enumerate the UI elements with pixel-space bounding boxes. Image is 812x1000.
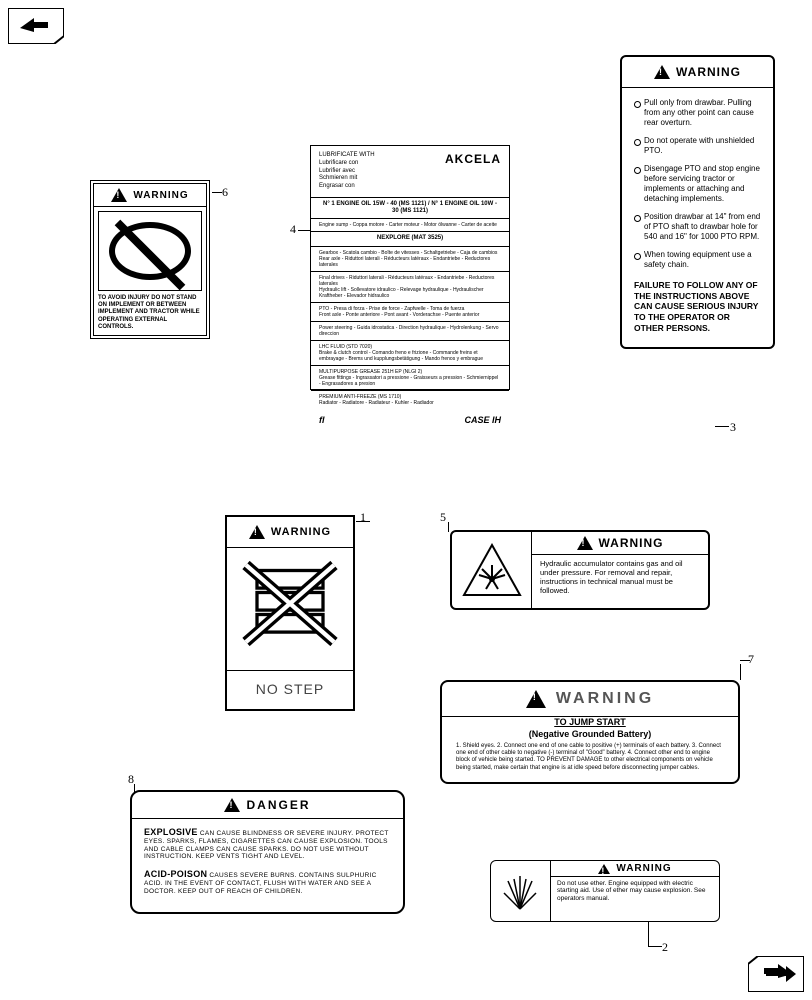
label1-footer: NO STEP	[227, 671, 353, 709]
forward-icon	[748, 956, 804, 992]
warning-triangle-icon	[111, 188, 127, 202]
label4-lubricate: LUBRIFICATE WITH Lubrificare con Lubrifi…	[319, 152, 375, 191]
diagram-page: WARNING TO AVOID INJURY DO NOT STAND ON …	[0, 0, 812, 1000]
label8-p1: EXPLOSIVE CAN CAUSE BLINDNESS OR SEVERE …	[144, 827, 391, 861]
label6-text: TO AVOID INJURY DO NOT STAND ON IMPLEMEN…	[98, 295, 202, 331]
label5-header-text: WARNING	[599, 536, 664, 550]
label4-sect-2: Gearbox - Scatola cambio - Boîte de vite…	[311, 247, 509, 272]
label8-p2-lead: ACID-POISON	[144, 869, 207, 879]
label4-brand: AKCELA	[445, 152, 501, 168]
warning-label-6: WARNING TO AVOID INJURY DO NOT STAND ON …	[90, 180, 210, 339]
warning-triangle-icon	[249, 525, 265, 539]
warning-triangle-icon	[224, 798, 240, 812]
label8-p2: ACID-POISON CAUSES SEVERE BURNS. CONTAIN…	[144, 869, 391, 895]
label8-header: DANGER	[132, 792, 403, 819]
callout-6: 6	[222, 185, 228, 200]
label3-header: WARNING	[622, 57, 773, 88]
label4-sect-3: Final drives - Riduttori laterali - Rédu…	[311, 272, 509, 303]
callout-5: 5	[440, 510, 446, 525]
warning-label-3: WARNING Pull only from drawbar. Pulling …	[620, 55, 775, 349]
label7-header: WARNING	[442, 682, 738, 717]
label7-subtitle2: (Negative Grounded Battery)	[442, 729, 738, 743]
label1-header: WARNING	[227, 517, 353, 548]
label1-pictogram	[233, 554, 347, 664]
label4-footer-right: CASE IH	[464, 415, 501, 425]
label2-text: Do not use ether. Engine equipped with e…	[551, 877, 719, 905]
callout-4: 4	[290, 222, 296, 237]
label4-sect-7: MULTIPURPOSE GREASE 251H EP (NLGI 2) Gre…	[311, 366, 509, 391]
label3-item-4: When towing equipment use a safety chain…	[634, 250, 761, 270]
callout-1: 1	[360, 510, 366, 525]
label2-header: WARNING	[551, 861, 719, 877]
warning-label-1: WARNING NO STEP	[225, 515, 355, 711]
label3-header-text: WARNING	[676, 65, 741, 79]
lubricant-label-4: LUBRIFICATE WITH Lubrificare con Lubrifi…	[310, 145, 510, 390]
warning-label-5: WARNING Hydraulic accumulator contains g…	[450, 530, 710, 610]
return-icon	[8, 8, 64, 44]
warning-triangle-icon	[598, 864, 610, 874]
label4-spec-heading: N° 1 ENGINE OIL 15W - 40 (MS 1121) / N° …	[311, 198, 509, 219]
label1-header-text: WARNING	[271, 526, 331, 538]
label8-p1-lead: EXPLOSIVE	[144, 827, 198, 837]
label4-sect-1: NEXPLORE (MAT 3525)	[311, 232, 509, 246]
label4-sect-6: LHC FLUID (STD 7020) Brake & clutch cont…	[311, 341, 509, 366]
label2-header-text: WARNING	[616, 863, 671, 874]
warning-triangle-icon	[526, 690, 546, 708]
label5-text: Hydraulic accumulator contains gas and o…	[532, 555, 708, 599]
danger-label-8: DANGER EXPLOSIVE CAN CAUSE BLINDNESS OR …	[130, 790, 405, 914]
warning-label-2: WARNING Do not use ether. Engine equippe…	[490, 860, 720, 922]
label4-sect-0: Engine sump - Coppa motore - Carter mote…	[311, 219, 509, 232]
label3-item-0: Pull only from drawbar. Pulling from any…	[634, 98, 761, 128]
label6-pictogram	[98, 211, 202, 291]
label5-header: WARNING	[532, 532, 708, 555]
warning-triangle-icon	[654, 65, 670, 79]
label3-footer: FAILURE TO FOLLOW ANY OF THE INSTRUCTION…	[634, 280, 761, 333]
label3-item-3: Position drawbar at 14" from end of PTO …	[634, 212, 761, 242]
label3-item-1: Do not operate with unshielded PTO.	[634, 136, 761, 156]
label6-header: WARNING	[94, 184, 206, 207]
warning-label-7: WARNING TO JUMP START (Negative Grounded…	[440, 680, 740, 784]
label3-list: Pull only from drawbar. Pulling from any…	[634, 98, 761, 270]
label2-icon	[491, 861, 551, 921]
label4-sect-5: Power steering - Guida idrostatica - Dir…	[311, 322, 509, 341]
label8-header-text: DANGER	[246, 798, 310, 812]
label7-steps: 1. Shield eyes. 2. Connect one end of on…	[442, 743, 738, 782]
label3-item-2: Disengage PTO and stop engine before ser…	[634, 164, 761, 204]
warning-triangle-icon	[577, 536, 593, 550]
label6-header-text: WARNING	[133, 190, 188, 201]
label4-sect-8: PREMIUM ANTI-FREEZE (MS 1710) Radiator -…	[311, 391, 509, 409]
label7-subtitle: TO JUMP START	[442, 717, 738, 729]
callout-2: 2	[662, 940, 668, 955]
label4-sect-4: PTO - Presa di forza - Prise de force - …	[311, 303, 509, 322]
label4-footer-left: fl	[319, 415, 325, 425]
label7-header-text: WARNING	[556, 690, 654, 708]
label5-icon	[452, 532, 532, 608]
callout-3: 3	[730, 420, 736, 435]
